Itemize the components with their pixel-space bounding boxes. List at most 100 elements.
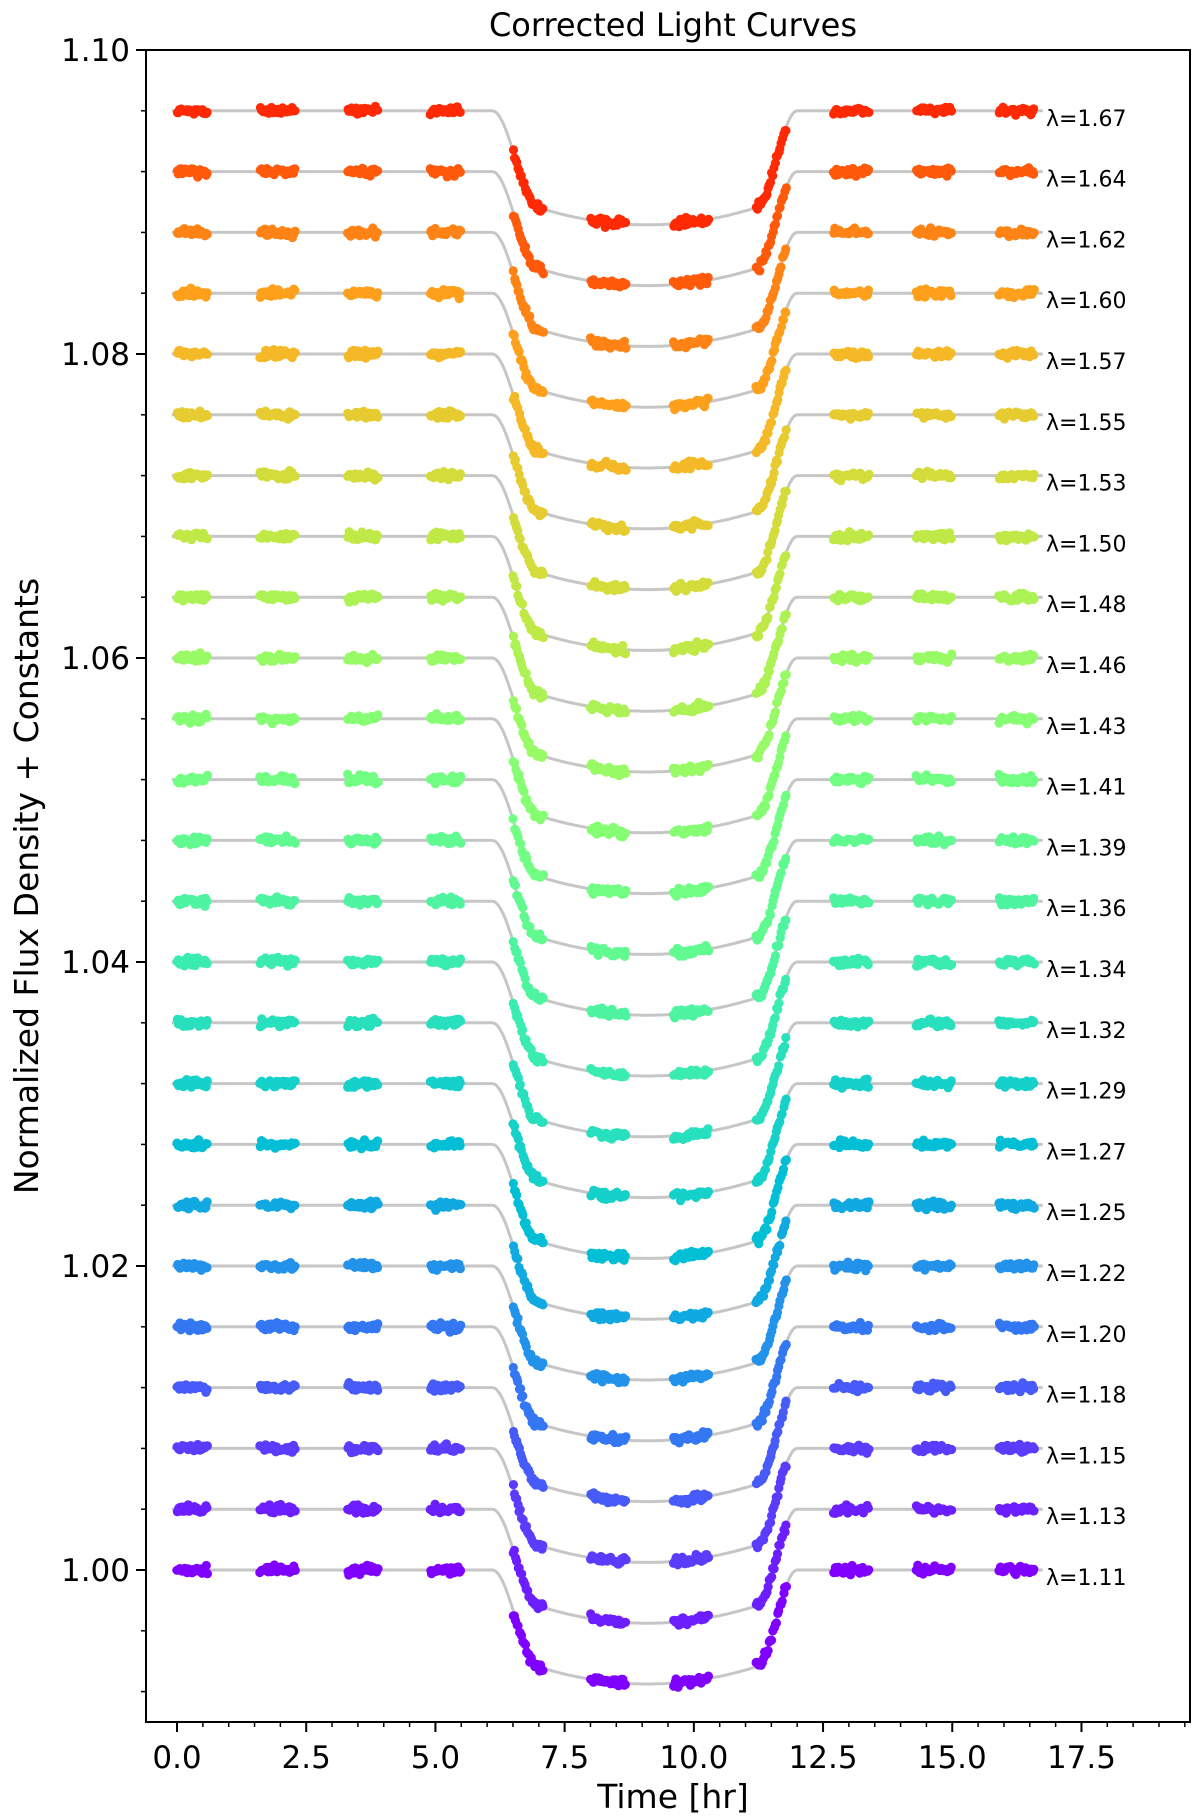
data-point (1029, 1140, 1039, 1150)
data-point (455, 1444, 466, 1454)
data-point (947, 1444, 957, 1455)
data-point (1029, 1444, 1039, 1454)
data-point (621, 1130, 631, 1140)
series-label-1.25: λ=1.25 (1046, 1201, 1126, 1226)
data-point (509, 1545, 519, 1555)
data-point (781, 1582, 792, 1592)
data-point (1029, 836, 1039, 846)
data-point (620, 1190, 630, 1200)
data-point (773, 1491, 783, 1501)
data-point (770, 951, 781, 961)
data-point (373, 897, 383, 908)
data-point (456, 1200, 466, 1210)
data-point (455, 1565, 466, 1576)
data-point (621, 885, 631, 896)
data-point (1029, 594, 1039, 604)
data-point (538, 692, 548, 702)
data-point (373, 1385, 383, 1395)
data-point (1029, 775, 1039, 785)
data-point (518, 903, 528, 913)
series-label-1.27: λ=1.27 (1046, 1140, 1126, 1165)
data-point (864, 898, 874, 908)
data-point (373, 777, 383, 787)
model-curve-1.25 (171, 1203, 1043, 1321)
data-point (780, 1527, 790, 1537)
data-point (704, 946, 714, 956)
data-point (703, 1067, 714, 1077)
data-point (777, 624, 787, 634)
model-curve-1.20 (171, 1325, 1043, 1443)
data-point (1029, 1016, 1039, 1027)
data-point (703, 821, 713, 831)
data-point (1029, 1260, 1039, 1270)
data-point (202, 1262, 212, 1273)
data-point (202, 896, 212, 906)
data-point (864, 1565, 874, 1575)
data-point (946, 1382, 956, 1392)
data-point (620, 1375, 630, 1385)
data-point (290, 838, 300, 848)
data-point (781, 1339, 791, 1350)
data-point (781, 1094, 791, 1104)
data-point (946, 1323, 956, 1333)
data-point (781, 853, 791, 864)
data-point (703, 759, 713, 770)
data-point (372, 1504, 383, 1514)
data-point (513, 1254, 523, 1264)
series-label-1.41: λ=1.41 (1046, 776, 1126, 801)
data-point (202, 651, 212, 661)
data-point (520, 1640, 531, 1650)
data-point (864, 834, 874, 844)
data-point (777, 1596, 787, 1606)
data-point (515, 1079, 525, 1090)
data-point (621, 1011, 631, 1021)
data-point (202, 834, 212, 844)
data-point (781, 1520, 791, 1530)
data-point (863, 1082, 873, 1092)
data-point (863, 1383, 874, 1393)
data-point (202, 1441, 212, 1451)
data-point (202, 1197, 212, 1207)
data-point (621, 1432, 631, 1442)
data-point (290, 1200, 300, 1210)
data-point (538, 1665, 548, 1675)
data-point (290, 714, 300, 724)
data-point (703, 1307, 713, 1317)
data-point (1029, 893, 1039, 903)
data-point (1029, 651, 1039, 661)
data-point (202, 1139, 212, 1149)
data-point (373, 1136, 383, 1146)
data-point (510, 880, 520, 890)
data-point (781, 731, 791, 741)
data-point (620, 1679, 630, 1690)
data-point (456, 771, 466, 782)
data-point (946, 960, 957, 970)
data-point (620, 1496, 631, 1506)
data-point (538, 1300, 548, 1310)
data-point (769, 836, 779, 847)
series-label-1.48: λ=1.48 (1046, 593, 1126, 618)
data-point (946, 1200, 957, 1210)
data-point (1029, 1564, 1039, 1574)
data-point (946, 895, 957, 905)
data-point (538, 1057, 548, 1067)
data-point (538, 1601, 548, 1611)
data-point (455, 1264, 465, 1274)
data-point (508, 1480, 518, 1490)
data-point (781, 790, 791, 800)
model-curve-1.57 (171, 352, 1043, 470)
data-point (864, 1197, 874, 1207)
data-point (508, 814, 518, 824)
data-point (290, 1381, 300, 1391)
data-point (455, 899, 465, 909)
data-point (538, 1117, 548, 1127)
data-point (373, 710, 383, 720)
data-point (946, 712, 957, 722)
data-point (518, 1025, 528, 1035)
series-points-1.48 (173, 588, 1039, 718)
data-point (290, 896, 300, 906)
data-point (778, 1407, 788, 1417)
data-point (946, 1139, 957, 1149)
data-point (862, 1074, 872, 1084)
